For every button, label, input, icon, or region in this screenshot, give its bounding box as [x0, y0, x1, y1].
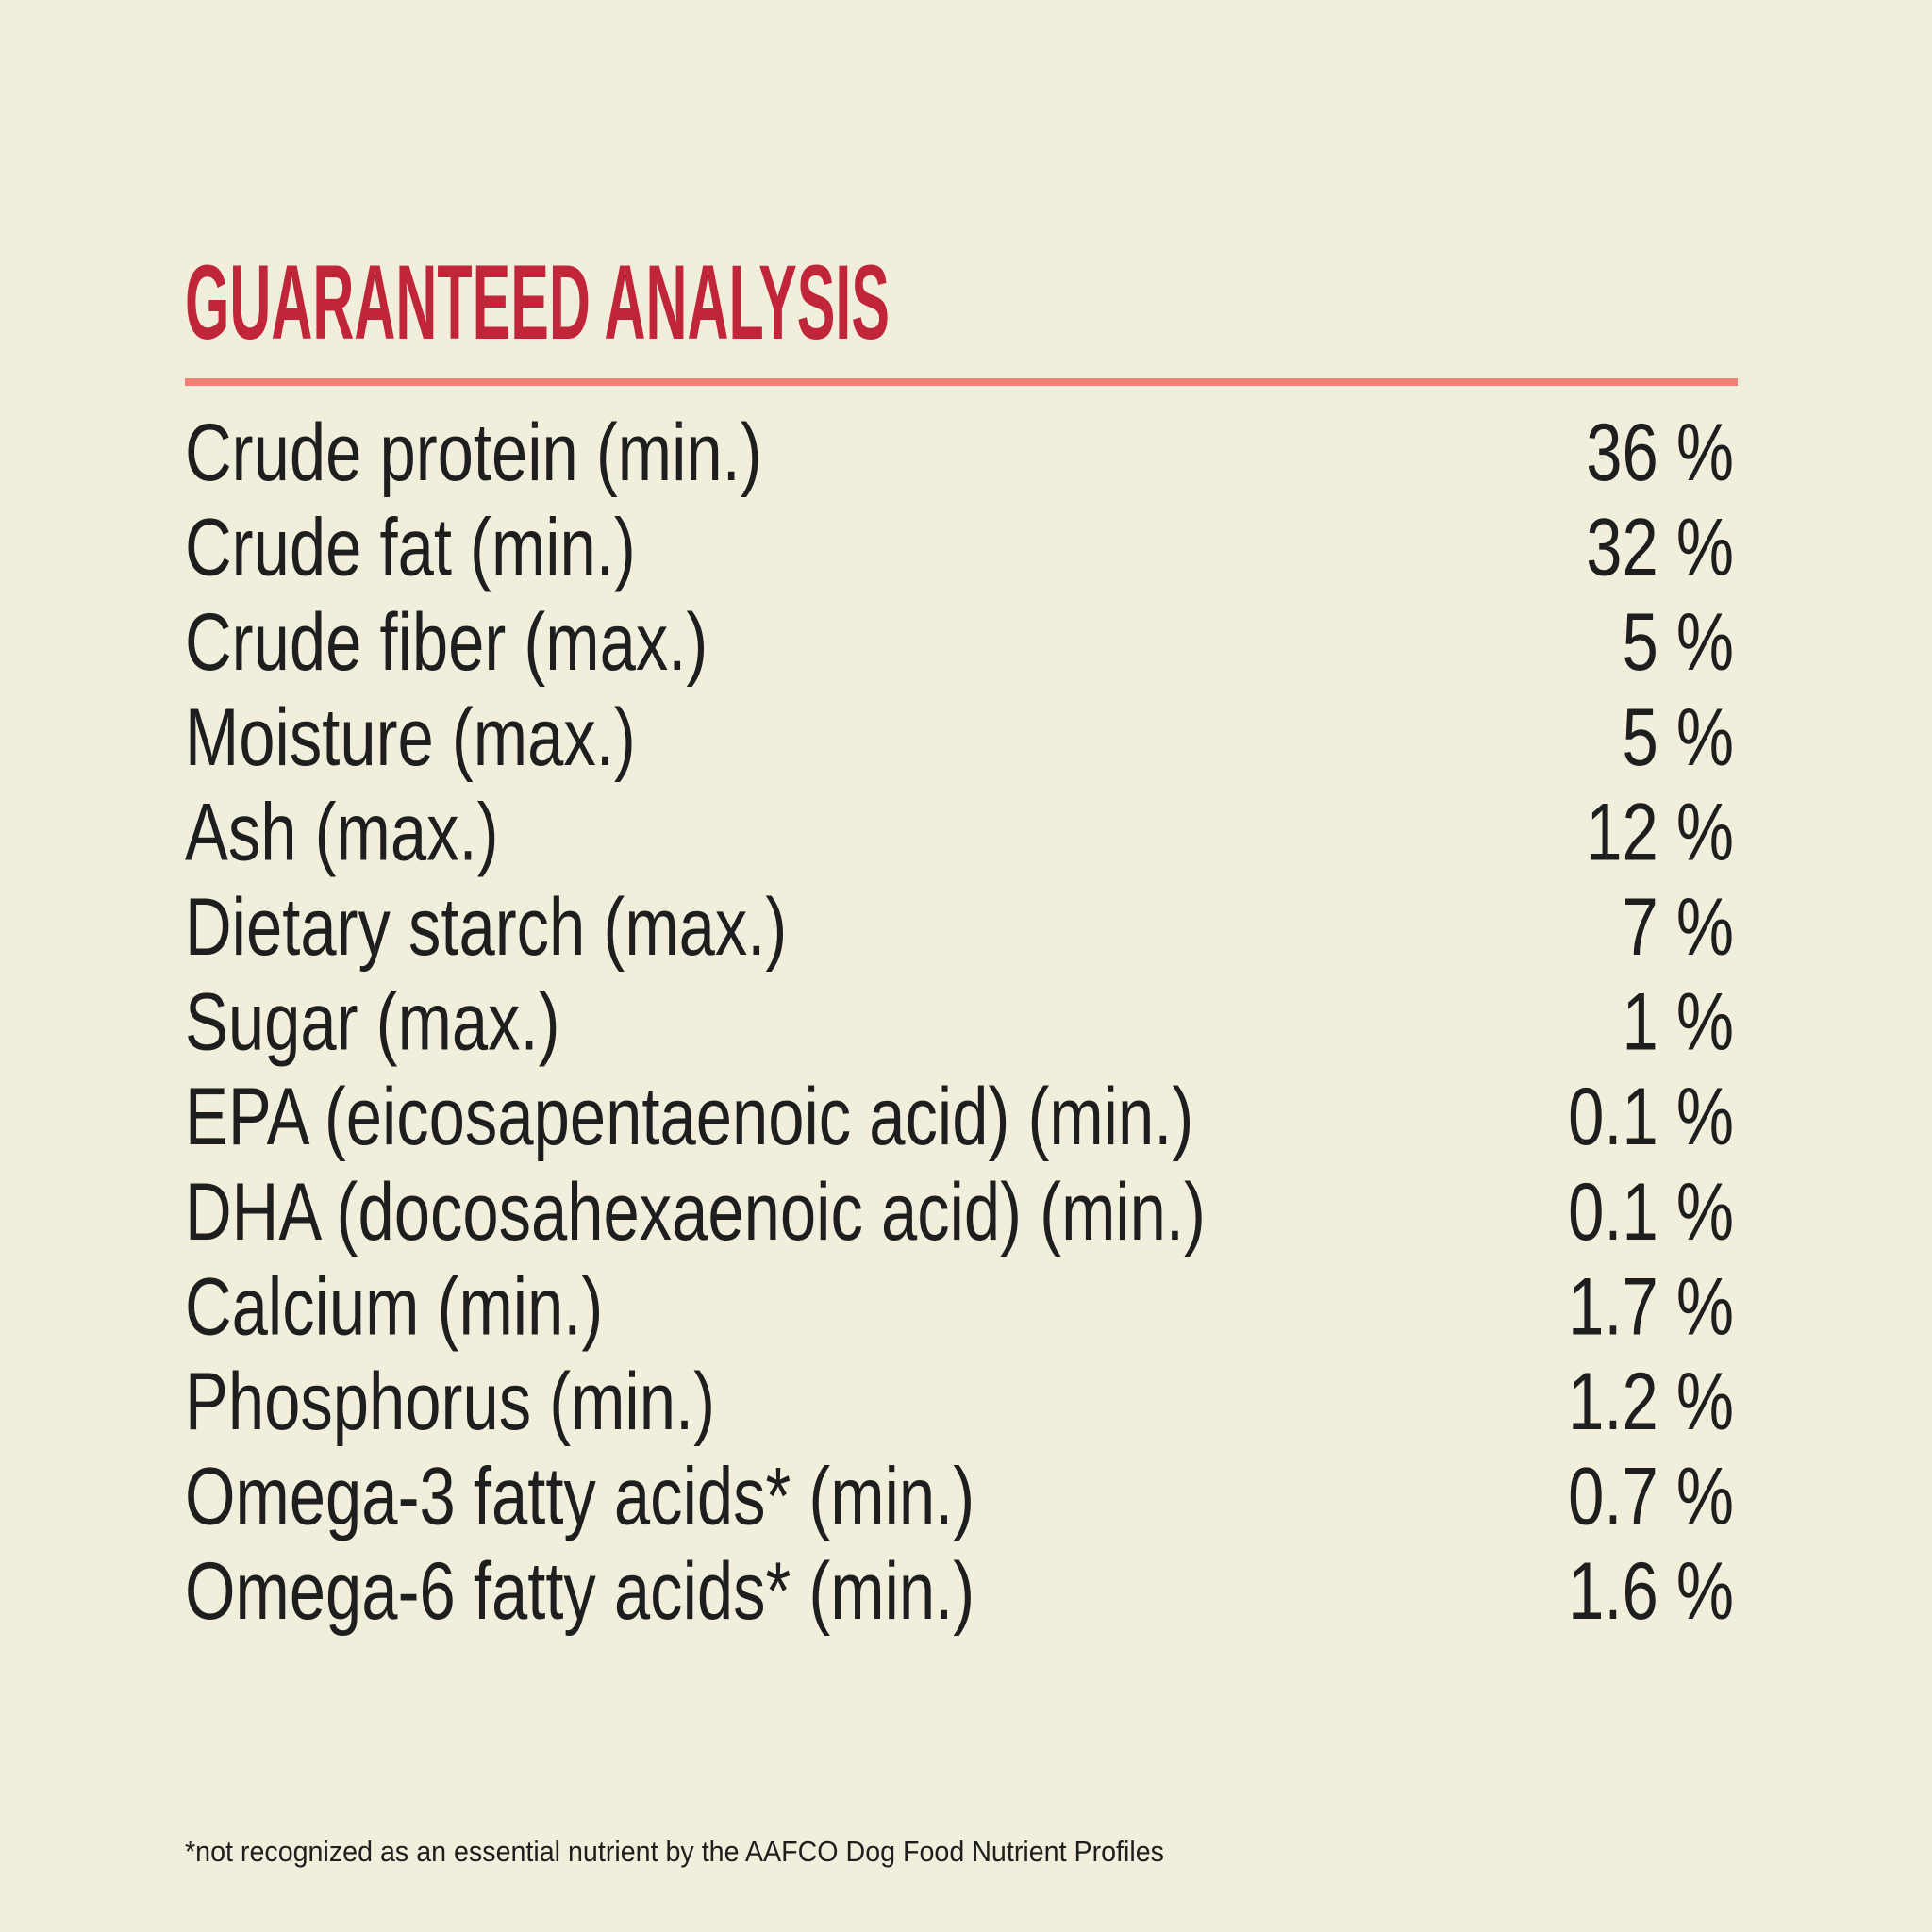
- nutrient-value: 0.1 %: [1568, 1166, 1734, 1257]
- nutrient-value: 5 %: [1622, 597, 1734, 688]
- nutrient-label: Crude protein (min.): [185, 408, 762, 498]
- nutrient-label: Omega-3 fatty acids* (min.): [185, 1451, 974, 1541]
- nutrient-label: Calcium (min.): [185, 1261, 603, 1352]
- nutrient-value: 12 %: [1586, 787, 1734, 877]
- nutrient-label: Crude fat (min.): [185, 502, 636, 592]
- nutrient-value: 1.7 %: [1568, 1261, 1734, 1352]
- nutrient-value: 1.6 %: [1568, 1546, 1734, 1637]
- nutrient-label: Moisture (max.): [185, 691, 636, 782]
- nutrient-value: 32 %: [1586, 502, 1734, 592]
- title: GUARANTEED ANALYSIS: [185, 243, 890, 361]
- nutrient-value: 7 %: [1622, 882, 1734, 973]
- nutrient-label: Ash (max.): [185, 787, 499, 877]
- nutrient-value: 36 %: [1586, 408, 1734, 498]
- divider: [185, 378, 1738, 386]
- footnote: *not recognized as an essential nutrient…: [185, 1835, 1164, 1868]
- nutrient-label: Omega-6 fatty acids* (min.): [185, 1546, 974, 1637]
- nutrient-label: EPA (eicosapentaenoic acid) (min.): [185, 1072, 1193, 1162]
- nutrient-label: Dietary starch (max.): [185, 882, 787, 973]
- nutrient-label: DHA (docosahexaenoic acid) (min.): [185, 1166, 1206, 1257]
- nutrient-value: 0.1 %: [1568, 1072, 1734, 1162]
- nutrient-value: 1 %: [1622, 976, 1734, 1067]
- nutrient-value: 5 %: [1622, 691, 1734, 782]
- nutrient-value: 0.7 %: [1568, 1451, 1734, 1541]
- nutrient-label: Phosphorus (min.): [185, 1357, 715, 1447]
- nutrient-label: Crude fiber (max.): [185, 597, 708, 688]
- nutrient-label: Sugar (max.): [185, 976, 560, 1067]
- nutrient-value: 1.2 %: [1568, 1357, 1734, 1447]
